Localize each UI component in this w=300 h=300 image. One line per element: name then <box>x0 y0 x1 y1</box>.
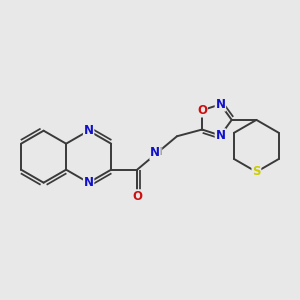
Text: S: S <box>252 165 261 178</box>
Text: N: N <box>84 124 94 137</box>
Text: H: H <box>153 147 162 157</box>
Text: N: N <box>150 146 160 160</box>
Text: O: O <box>197 104 207 117</box>
Text: N: N <box>215 129 225 142</box>
Text: N: N <box>84 176 94 189</box>
Text: O: O <box>132 190 142 203</box>
Text: N: N <box>215 98 225 111</box>
